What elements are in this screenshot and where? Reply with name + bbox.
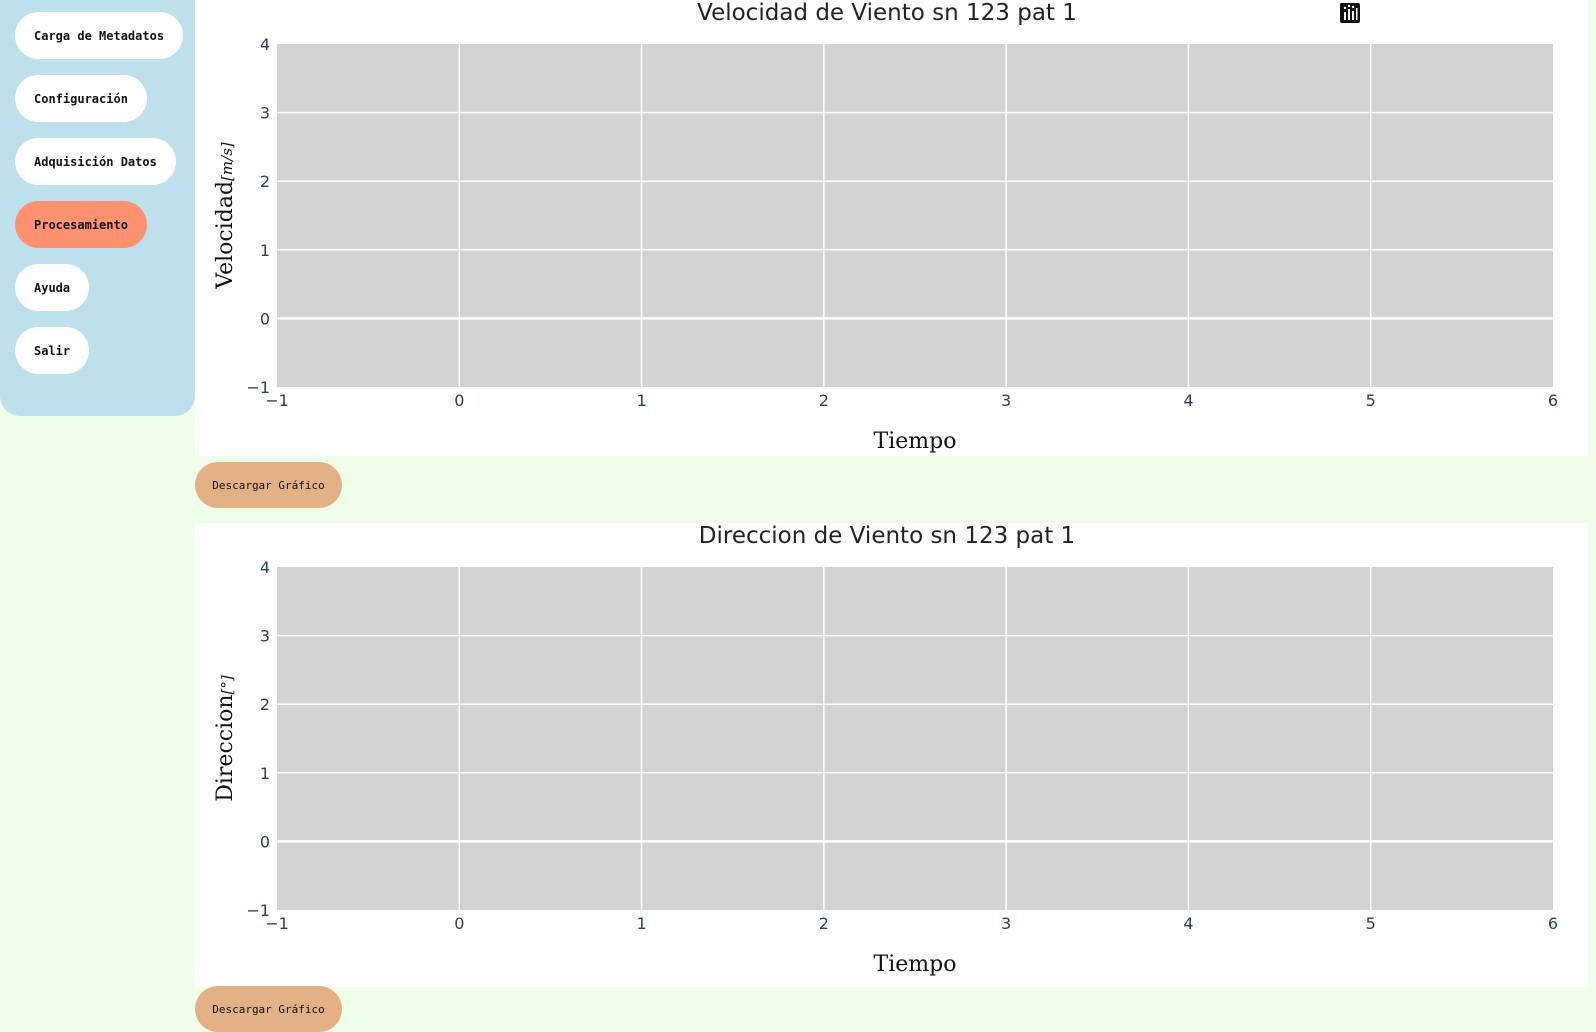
- y-tick-label: −1: [246, 378, 270, 397]
- x-tick-label: 5: [1366, 391, 1376, 410]
- nav-adquisicion-datos-button[interactable]: Adquisición Datos: [15, 138, 176, 185]
- x-tick-label: −1: [265, 391, 289, 410]
- y-tick-label: 0: [260, 309, 270, 328]
- y-axis-label: Velocidad[m/s]: [213, 142, 238, 290]
- y-tick-label: 0: [260, 832, 270, 851]
- y-tick-label: 1: [260, 241, 270, 260]
- y-tick-label: −1: [246, 901, 270, 920]
- x-tick-label: 1: [636, 914, 646, 933]
- sidebar: Carga de Metadatos Configuración Adquisi…: [0, 0, 195, 416]
- download-direccion-chart-button[interactable]: Descargar Gráfico: [195, 986, 342, 1032]
- y-tick-label: 2: [260, 695, 270, 714]
- x-tick-label: 1: [636, 391, 646, 410]
- x-tick-label: 6: [1548, 914, 1558, 933]
- nav-carga-metadatos-button[interactable]: Carga de Metadatos: [15, 12, 184, 59]
- plot-area[interactable]: [277, 567, 1553, 910]
- nav-procesamiento-button[interactable]: Procesamiento: [15, 201, 147, 248]
- direccion-chart[interactable]: −1 0 1 2 3 4 5 6 −1 0 1 2 3 4 Direccion de Viento sn 1…: [195, 523, 1588, 987]
- nav-salir-button[interactable]: Salir: [15, 327, 90, 374]
- download-velocidad-chart-button[interactable]: Descargar Gráfico: [195, 462, 342, 508]
- velocidad-chart[interactable]: −1 0 1 2 3 4 5 6 −1 0 1 2 3 4 Velocidad de Viento sn 1…: [195, 0, 1588, 456]
- x-tick-label: 6: [1548, 391, 1558, 410]
- y-tick-label: 4: [260, 558, 270, 577]
- x-axis-label: Tiempo: [874, 429, 957, 454]
- autoscale-icon[interactable]: [1340, 3, 1516, 25]
- x-tick-label: 3: [1001, 914, 1011, 933]
- chart-title: Direccion de Viento sn 123 pat 1: [699, 523, 1075, 549]
- x-tick-label: 5: [1366, 914, 1376, 933]
- x-tick-label: 3: [1001, 391, 1011, 410]
- chart-title: Velocidad de Viento sn 123 pat 1: [697, 0, 1077, 26]
- zoom-icon[interactable]: [1340, 3, 1396, 25]
- x-tick-label: 2: [819, 914, 829, 933]
- x-axis-label: Tiempo: [874, 952, 957, 977]
- y-tick-label: 2: [260, 172, 270, 191]
- reset-axes-icon[interactable]: [1341, 3, 1544, 25]
- plot-area[interactable]: [277, 44, 1553, 387]
- x-tick-label: 0: [454, 391, 464, 410]
- nav-ayuda-button[interactable]: Ayuda: [15, 264, 90, 311]
- pan-icon[interactable]: [1340, 3, 1424, 25]
- x-tick-label: 0: [454, 914, 464, 933]
- y-tick-label: 3: [260, 104, 270, 123]
- y-tick-label: 3: [260, 627, 270, 646]
- direccion-chart-card: −1 0 1 2 3 4 5 6 −1 0 1 2 3 4 Direccion de Viento sn 1…: [195, 523, 1588, 987]
- y-tick-label: 4: [260, 35, 270, 54]
- zoom-out-icon[interactable]: [1340, 3, 1488, 25]
- x-tick-label: −1: [265, 914, 289, 933]
- y-axis-label: Direccion[°]: [213, 675, 238, 802]
- plotly-logo-icon[interactable]: [1340, 3, 1578, 25]
- x-tick-label: 2: [819, 391, 829, 410]
- y-tick-label: 1: [260, 764, 270, 783]
- chart-modebar: [1340, 3, 1578, 25]
- nav-configuracion-button[interactable]: Configuración: [15, 75, 147, 122]
- zoom-in-icon[interactable]: [1340, 3, 1460, 25]
- x-tick-label: 4: [1183, 914, 1193, 933]
- x-tick-label: 4: [1183, 391, 1193, 410]
- velocidad-chart-card: −1 0 1 2 3 4 5 6 −1 0 1 2 3 4 Velocidad de Viento sn 1…: [195, 0, 1588, 456]
